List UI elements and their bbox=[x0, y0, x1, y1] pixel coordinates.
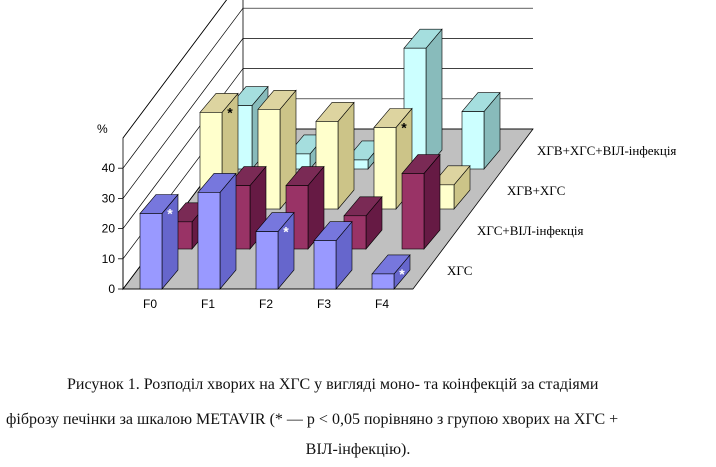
series-label: ХГС bbox=[447, 263, 472, 278]
bar-side bbox=[219, 172, 237, 290]
bar-1-series-1: * bbox=[139, 193, 179, 290]
y-tick-label: 20 bbox=[102, 222, 116, 236]
bar-front bbox=[461, 111, 485, 170]
bar-front bbox=[139, 213, 163, 290]
y-tick-label: 40 bbox=[102, 161, 116, 175]
series-label: ХГВ+ХГС bbox=[507, 183, 565, 198]
bar-front bbox=[255, 231, 279, 290]
bar-front bbox=[313, 240, 337, 290]
significance-mark: * bbox=[399, 266, 405, 282]
significance-mark: * bbox=[401, 119, 407, 135]
x-tick-label: F3 bbox=[317, 297, 331, 311]
figure-caption-line-3: ВІЛ-інфекцію). bbox=[305, 441, 411, 458]
significance-mark: * bbox=[167, 206, 173, 222]
bar-5-series-4 bbox=[461, 91, 501, 170]
x-tick-label: F2 bbox=[259, 297, 273, 311]
bar-5-series-2 bbox=[401, 153, 441, 250]
significance-mark: * bbox=[227, 104, 233, 120]
bar-front bbox=[373, 127, 397, 210]
chart-labels: 0 10 20 30 40% F0 F1 F2 F3 F4 ХГС ХГС+ВІЛ-інфекція Х… bbox=[97, 122, 676, 311]
chart-3d-bar: * * * * * 0 10 20 30 40% F0 F1 F2 F3 F4 ХГС ХГС+ВІЛ-інф… bbox=[97, 0, 676, 311]
significance-mark: * bbox=[283, 224, 289, 240]
bar-4-series-3: * bbox=[373, 107, 413, 210]
bar-2-series-1 bbox=[197, 172, 237, 290]
bar-3-series-1: * bbox=[255, 211, 295, 290]
x-tick-label: F4 bbox=[375, 297, 389, 311]
y-tick-label: 0 bbox=[108, 282, 115, 296]
y-tick-label: 10 bbox=[102, 252, 116, 266]
y-axis-label: % bbox=[97, 122, 108, 136]
gridline bbox=[122, 0, 227, 139]
bar-4-series-1 bbox=[313, 220, 353, 290]
x-tick-label: F0 bbox=[143, 297, 157, 311]
bar-front bbox=[371, 273, 395, 290]
figure-caption-line-1: Рисунок 1. Розподіл хворих на ХГС у вигл… bbox=[67, 376, 599, 393]
bar-3-series-2 bbox=[285, 165, 325, 250]
gridline bbox=[122, 7, 533, 169]
x-tick-label: F1 bbox=[201, 297, 215, 311]
chart-bars: * * * * * bbox=[139, 28, 501, 290]
bar-side bbox=[425, 28, 443, 170]
y-tick-label: 30 bbox=[102, 191, 116, 205]
figure-caption-line-2: фіброзу печінки за шкалою METAVIR (* — р… bbox=[6, 411, 619, 428]
series-label: ХГВ+ХГС+ВІЛ-інфекція bbox=[537, 143, 676, 158]
series-label: ХГС+ВІЛ-інфекція bbox=[477, 223, 584, 238]
bar-front bbox=[401, 173, 425, 250]
bar-front bbox=[197, 192, 221, 290]
bar-5-series-1: * bbox=[371, 254, 411, 290]
